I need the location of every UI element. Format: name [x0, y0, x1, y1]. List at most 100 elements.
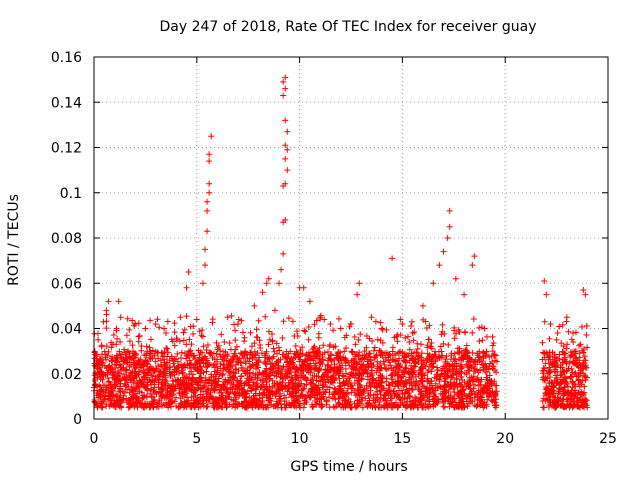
data-point: [143, 350, 150, 357]
data-point: [234, 382, 241, 389]
data-point: [579, 397, 586, 404]
data-point: [181, 398, 188, 405]
data-point: [362, 354, 369, 361]
data-point: [300, 362, 307, 369]
data-point: [583, 402, 590, 409]
data-point: [135, 333, 142, 340]
data-point: [271, 348, 278, 355]
data-point: [565, 388, 572, 395]
data-point: [483, 333, 490, 340]
data-point: [409, 330, 416, 337]
data-point: [267, 387, 274, 394]
data-point: [441, 404, 448, 411]
data-point: [380, 358, 387, 365]
data-point: [424, 378, 431, 385]
data-point: [346, 377, 353, 384]
data-point: [148, 379, 155, 386]
data-point: [241, 390, 248, 397]
data-point: [161, 370, 168, 377]
data-point: [343, 378, 350, 385]
data-point: [125, 384, 132, 391]
data-point: [370, 395, 377, 402]
data-point: [484, 376, 491, 383]
data-point: [200, 354, 207, 361]
data-point: [213, 350, 220, 357]
data-point: [463, 342, 470, 349]
data-point: [184, 394, 191, 401]
chart-title: Day 247 of 2018, Rate Of TEC Index for r…: [160, 19, 537, 35]
data-point: [196, 351, 203, 358]
data-point: [121, 389, 128, 396]
data-point: [447, 394, 454, 401]
data-point: [363, 382, 370, 389]
data-point: [176, 338, 183, 345]
data-point: [136, 377, 143, 384]
data-point: [319, 378, 326, 385]
data-point: [131, 373, 138, 380]
data-point: [548, 361, 555, 368]
data-point: [129, 317, 136, 324]
data-point: [409, 386, 416, 393]
data-point: [238, 317, 245, 324]
data-point: [559, 396, 566, 403]
data-point: [151, 384, 158, 391]
data-point: [441, 378, 448, 385]
data-point: [272, 402, 279, 409]
data-point: [576, 383, 583, 390]
data-point: [270, 345, 277, 352]
data-point: [334, 363, 341, 370]
data-point: [571, 393, 578, 400]
data-point: [265, 275, 272, 282]
data-point: [458, 365, 465, 372]
data-point: [263, 280, 270, 287]
data-point: [479, 402, 486, 409]
data-point: [418, 364, 425, 371]
data-point: [111, 361, 118, 368]
data-point: [144, 379, 151, 386]
data-point: [177, 400, 184, 407]
data-point: [314, 392, 321, 399]
data-point: [162, 366, 169, 373]
data-point: [246, 376, 253, 383]
data-point: [115, 398, 122, 405]
data-point: [493, 388, 500, 395]
data-point: [321, 316, 328, 323]
data-point: [567, 374, 574, 381]
data-point: [434, 373, 441, 380]
data-point: [374, 388, 381, 395]
data-point: [310, 403, 317, 410]
data-point: [148, 372, 155, 379]
data-point: [455, 326, 462, 333]
data-point: [303, 381, 310, 388]
data-point: [173, 378, 180, 385]
data-point: [316, 355, 323, 362]
data-point: [493, 369, 500, 376]
data-point: [141, 375, 148, 382]
data-point: [400, 357, 407, 364]
data-point: [305, 323, 312, 330]
data-point: [136, 332, 143, 339]
data-point: [215, 375, 222, 382]
data-point: [426, 393, 433, 400]
data-point: [449, 395, 456, 402]
data-point: [378, 325, 385, 332]
data-point: [204, 341, 211, 348]
y-tick-label: 0.08: [51, 231, 82, 247]
data-point: [220, 397, 227, 404]
data-point: [121, 346, 128, 353]
data-point: [378, 349, 385, 356]
data-point: [351, 374, 358, 381]
data-point: [539, 339, 546, 346]
data-point: [397, 316, 404, 323]
data-point: [186, 357, 193, 364]
data-point: [406, 385, 413, 392]
data-point: [406, 379, 413, 386]
data-point: [229, 363, 236, 370]
data-point: [122, 367, 129, 374]
data-point: [284, 146, 291, 153]
data-point: [329, 374, 336, 381]
data-point: [456, 389, 463, 396]
data-point: [251, 340, 258, 347]
data-point: [356, 349, 363, 356]
data-point: [276, 347, 283, 354]
